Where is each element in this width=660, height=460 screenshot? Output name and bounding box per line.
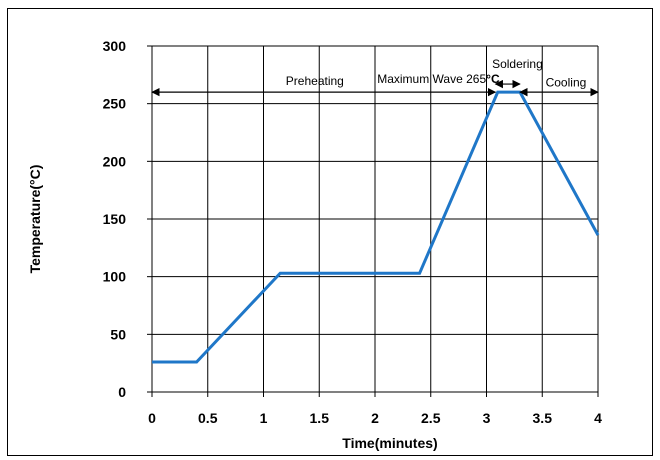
y-tick-label: 300 — [103, 38, 127, 54]
y-tick-label: 200 — [103, 153, 127, 169]
x-tick-label: 1 — [260, 410, 268, 426]
x-tick-label: 3.5 — [533, 410, 553, 426]
annotation-label: Soldering — [492, 57, 543, 71]
annotation-label: Cooling — [546, 75, 587, 89]
x-tick-label: 3 — [483, 410, 491, 426]
x-tick-label: 4 — [594, 410, 602, 426]
y-tick-label: 250 — [103, 96, 127, 112]
y-tick-label: 50 — [110, 326, 126, 342]
y-tick-label: 150 — [103, 211, 127, 227]
chart-frame — [7, 8, 653, 456]
annotation-label: Maximum Wave 265°C — [377, 72, 500, 86]
annotations: Preheating Maximum Wave 265°CSolderingCoo… — [151, 57, 599, 97]
y-tick-label: 0 — [118, 384, 126, 400]
x-tick-labels: 0 0.5 1 1.5 2 2.5 3 3.5 4 — [148, 410, 602, 426]
y-axis-title: Temperature(°C) — [27, 165, 43, 274]
x-tick-label: 1.5 — [310, 410, 330, 426]
y-tick-labels: 0 50 100 150 200 250 300 — [103, 38, 127, 400]
x-tick-label: 0 — [148, 410, 156, 426]
x-tick-label: 0.5 — [198, 410, 218, 426]
x-axis-title: Time(minutes) — [342, 435, 437, 451]
x-tick-label: 2.5 — [421, 410, 441, 426]
axes — [147, 45, 599, 397]
grid-lines — [152, 45, 599, 392]
y-tick-label: 100 — [103, 269, 127, 285]
x-tick-label: 2 — [371, 410, 379, 426]
annotation-label: Preheating — [286, 74, 344, 88]
